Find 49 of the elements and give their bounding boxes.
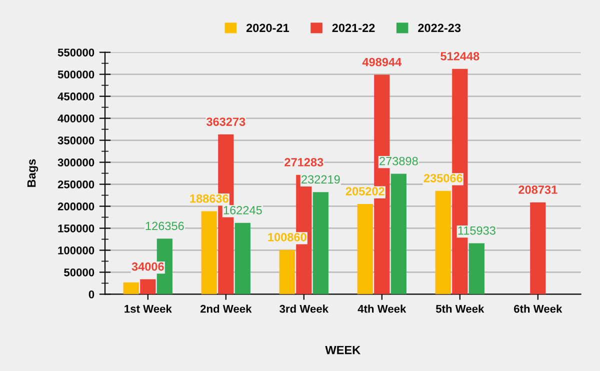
legend-label: 2020-21 <box>246 24 290 32</box>
x-tick-label: 3rd Week <box>280 304 329 313</box>
data-label: 126356 <box>146 222 184 230</box>
x-tick-label: 5th Week <box>436 304 484 313</box>
bar <box>201 211 217 294</box>
data-label: 235066 <box>424 174 462 182</box>
bar <box>140 279 156 294</box>
y-tick-label: 50000 <box>64 268 94 276</box>
y-tick-label: 550000 <box>58 48 94 56</box>
y-tick-label: 450000 <box>58 92 94 100</box>
bar <box>279 250 295 294</box>
bar <box>312 192 328 294</box>
data-label: 34006 <box>132 262 164 271</box>
data-label: 232219 <box>302 175 340 184</box>
y-tick-label: 250000 <box>58 180 94 188</box>
data-label: 115933 <box>458 226 496 235</box>
x-tick-label: 6th Week <box>514 304 562 313</box>
data-label: 100860 <box>268 232 306 242</box>
data-label: 498944 <box>362 58 402 66</box>
x-axis-title: WEEK <box>325 346 360 354</box>
y-tick-label: 350000 <box>58 136 94 144</box>
y-tick-label: 100000 <box>58 246 94 254</box>
x-tick-label: 1st Week <box>124 304 172 313</box>
y-tick-label: 500000 <box>58 70 94 78</box>
y-axis-title: Bags <box>27 159 38 187</box>
data-label: 271283 <box>284 158 324 166</box>
data-label: 208731 <box>518 186 558 194</box>
x-tick-label: 2nd Week <box>200 304 252 313</box>
data-label: 363273 <box>206 118 246 126</box>
legend-label: 2022-23 <box>418 24 461 32</box>
bar <box>435 190 451 294</box>
data-label: 205202 <box>346 187 384 196</box>
bar <box>530 202 546 294</box>
bar <box>234 222 250 294</box>
y-tick-label: 400000 <box>58 114 94 122</box>
bar <box>357 204 373 294</box>
bar <box>390 174 406 294</box>
y-tick-label: 300000 <box>58 158 94 166</box>
y-tick-label: 200000 <box>58 202 94 210</box>
data-label: 188636 <box>190 194 228 203</box>
bar <box>468 243 484 294</box>
bar <box>123 282 139 294</box>
data-label: 273898 <box>380 156 418 166</box>
y-tick-label: 150000 <box>58 224 94 232</box>
data-label: 512448 <box>440 52 480 60</box>
y-tick-label: 0 <box>88 290 94 298</box>
legend-label: 2021-22 <box>332 24 375 32</box>
x-tick-label: 4th Week <box>358 304 406 313</box>
data-label: 162245 <box>224 206 262 214</box>
